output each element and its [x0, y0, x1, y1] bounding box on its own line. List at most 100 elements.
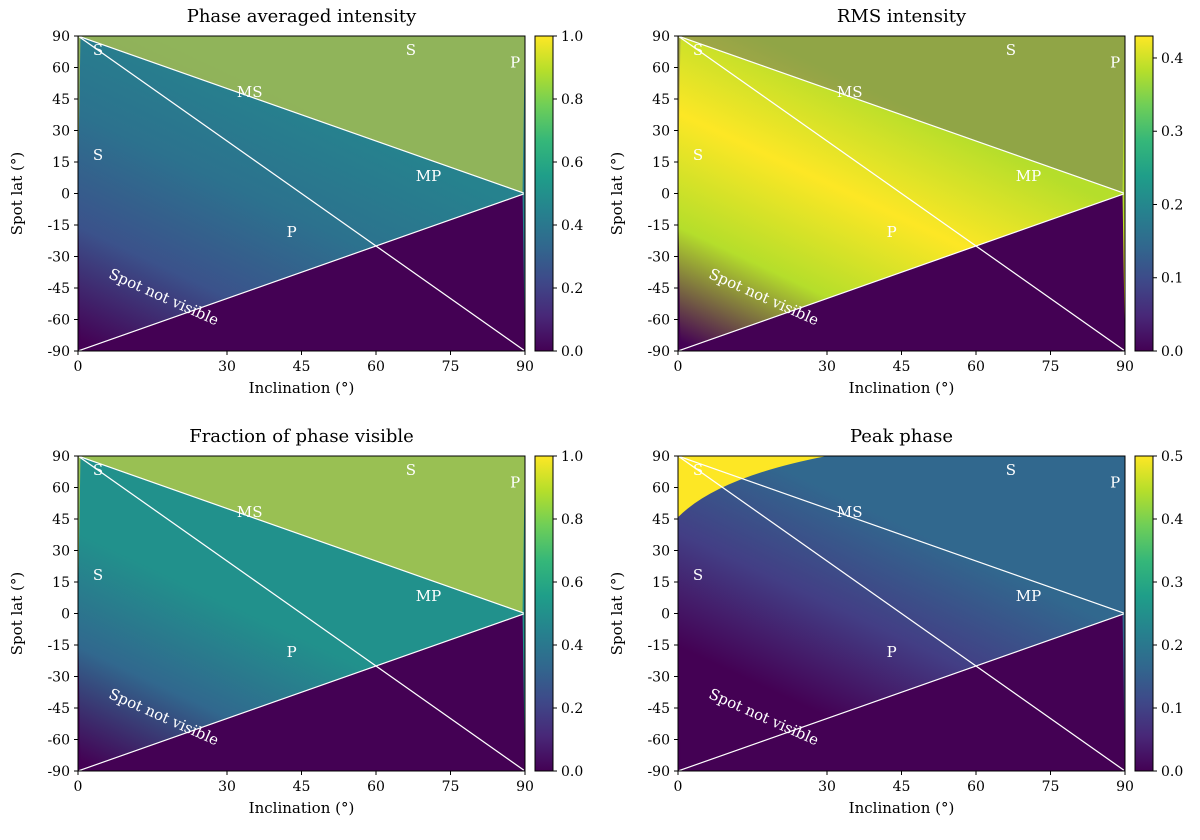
region-label: P	[287, 223, 297, 241]
y-tick-label: -90	[47, 764, 70, 780]
region-label: MP	[416, 587, 441, 605]
colorbar-tick-label: 0.8	[561, 92, 583, 108]
colorbar-tick-label: 0.0	[1161, 344, 1183, 360]
y-tick-label: 90	[652, 29, 670, 45]
region-label: P	[887, 223, 897, 241]
region-label: S	[93, 41, 103, 59]
y-tick-label: -30	[647, 250, 670, 266]
y-tick-label: -60	[647, 313, 670, 329]
chart-title: Peak phase	[850, 426, 953, 447]
x-tick-label: 60	[367, 359, 385, 375]
y-tick-label: -15	[647, 638, 670, 654]
colorbar-tick-label: 0.3	[1161, 575, 1183, 591]
y-tick-label: -15	[647, 218, 670, 234]
x-tick-label: 75	[1042, 359, 1060, 375]
curve-upper	[679, 456, 1124, 614]
x-tick-label: 0	[74, 779, 83, 795]
colorbar-tick-label: 0.5	[1161, 449, 1183, 465]
heatmap-field	[678, 36, 1125, 351]
y-tick-label: 60	[652, 61, 670, 77]
y-tick-label: 30	[652, 544, 670, 560]
region-label: MP	[1016, 587, 1041, 605]
x-axis-label: Inclination (°)	[849, 379, 955, 397]
region-label: S	[1006, 461, 1016, 479]
y-tick-label: -90	[47, 344, 70, 360]
panel-rms-intensity: S S S P MS MP P Spot not visible RMS intensity 0 3…	[600, 0, 1200, 420]
y-tick-label: 30	[52, 544, 70, 560]
y-axis-label: Spot lat (°)	[608, 572, 626, 655]
region-label: S	[693, 461, 703, 479]
region-label: P	[1110, 473, 1120, 491]
region-label: MS	[837, 83, 863, 101]
y-tick-label: 0	[61, 187, 70, 203]
region-label: P	[510, 473, 520, 491]
curve-lower	[79, 193, 524, 351]
y-axis-label: Spot lat (°)	[8, 572, 26, 655]
colorbar-tick-label: 0.6	[561, 575, 583, 591]
x-tick-label: 0	[74, 359, 83, 375]
heatmap-field	[78, 36, 525, 351]
colorbar-tick-label: 0.2	[1161, 638, 1183, 654]
colorbar-tick-label: 0.0	[1161, 764, 1183, 780]
y-tick-label: 0	[61, 607, 70, 623]
colorbar	[534, 35, 554, 352]
region-label: S	[693, 41, 703, 59]
region-label: MP	[1016, 167, 1041, 185]
y-tick-label: -60	[47, 313, 70, 329]
x-tick-label: 0	[674, 779, 683, 795]
curve-lower	[679, 613, 1124, 771]
x-tick-label: 30	[818, 359, 836, 375]
curve-upper	[79, 456, 524, 614]
region-label: P	[1110, 53, 1120, 71]
x-tick-label: 60	[367, 779, 385, 795]
region-label: S	[93, 566, 103, 584]
y-tick-label: 60	[52, 61, 70, 77]
region-label: P	[510, 53, 520, 71]
curve-upper	[679, 36, 1124, 194]
x-tick-label: 90	[1116, 359, 1134, 375]
region-label: S	[406, 461, 416, 479]
x-tick-label: 45	[893, 359, 911, 375]
colorbar-tick-label: 1.0	[561, 449, 583, 465]
chart-title: Phase averaged intensity	[187, 6, 417, 27]
y-tick-label: 90	[52, 29, 70, 45]
curve-mid	[678, 36, 1125, 351]
colorbar-tick-label: 0.1	[1161, 701, 1183, 717]
region-label: S	[693, 566, 703, 584]
y-tick-label: 15	[52, 575, 70, 591]
y-tick-label: 45	[652, 512, 670, 528]
y-tick-label: -45	[647, 281, 670, 297]
colorbar-tick-label: 1.0	[561, 29, 583, 45]
region-label: P	[887, 643, 897, 661]
colorbar-tick-label: 0.2	[1161, 197, 1183, 213]
y-tick-label: 15	[52, 155, 70, 171]
y-axis-label: Spot lat (°)	[8, 152, 26, 235]
x-tick-label: 45	[293, 779, 311, 795]
colorbar-tick-label: 0.8	[561, 512, 583, 528]
region-label: S	[693, 146, 703, 164]
x-tick-label: 45	[293, 359, 311, 375]
region-label: P	[287, 643, 297, 661]
colorbar-tick-label: 0.4	[1161, 512, 1183, 528]
colorbar	[1134, 455, 1154, 772]
curve-mid	[678, 456, 1125, 771]
x-tick-label: 75	[442, 779, 460, 795]
colorbar-tick-label: 0.4	[1161, 51, 1183, 67]
region-label: MS	[237, 503, 263, 521]
y-tick-label: -45	[647, 701, 670, 717]
x-tick-label: 30	[818, 779, 836, 795]
x-axis-label: Inclination (°)	[249, 379, 355, 397]
x-tick-label: 30	[218, 359, 236, 375]
colorbar-tick-label: 0.2	[561, 701, 583, 717]
colorbar-tick-label: 0.2	[561, 281, 583, 297]
y-tick-label: -15	[47, 218, 70, 234]
colorbar-tick-label: 0.3	[1161, 124, 1183, 140]
x-tick-label: 60	[967, 359, 985, 375]
x-tick-label: 90	[1116, 779, 1134, 795]
x-axis-label: Inclination (°)	[249, 799, 355, 817]
heatmap-field	[78, 456, 525, 771]
x-axis-label: Inclination (°)	[849, 799, 955, 817]
